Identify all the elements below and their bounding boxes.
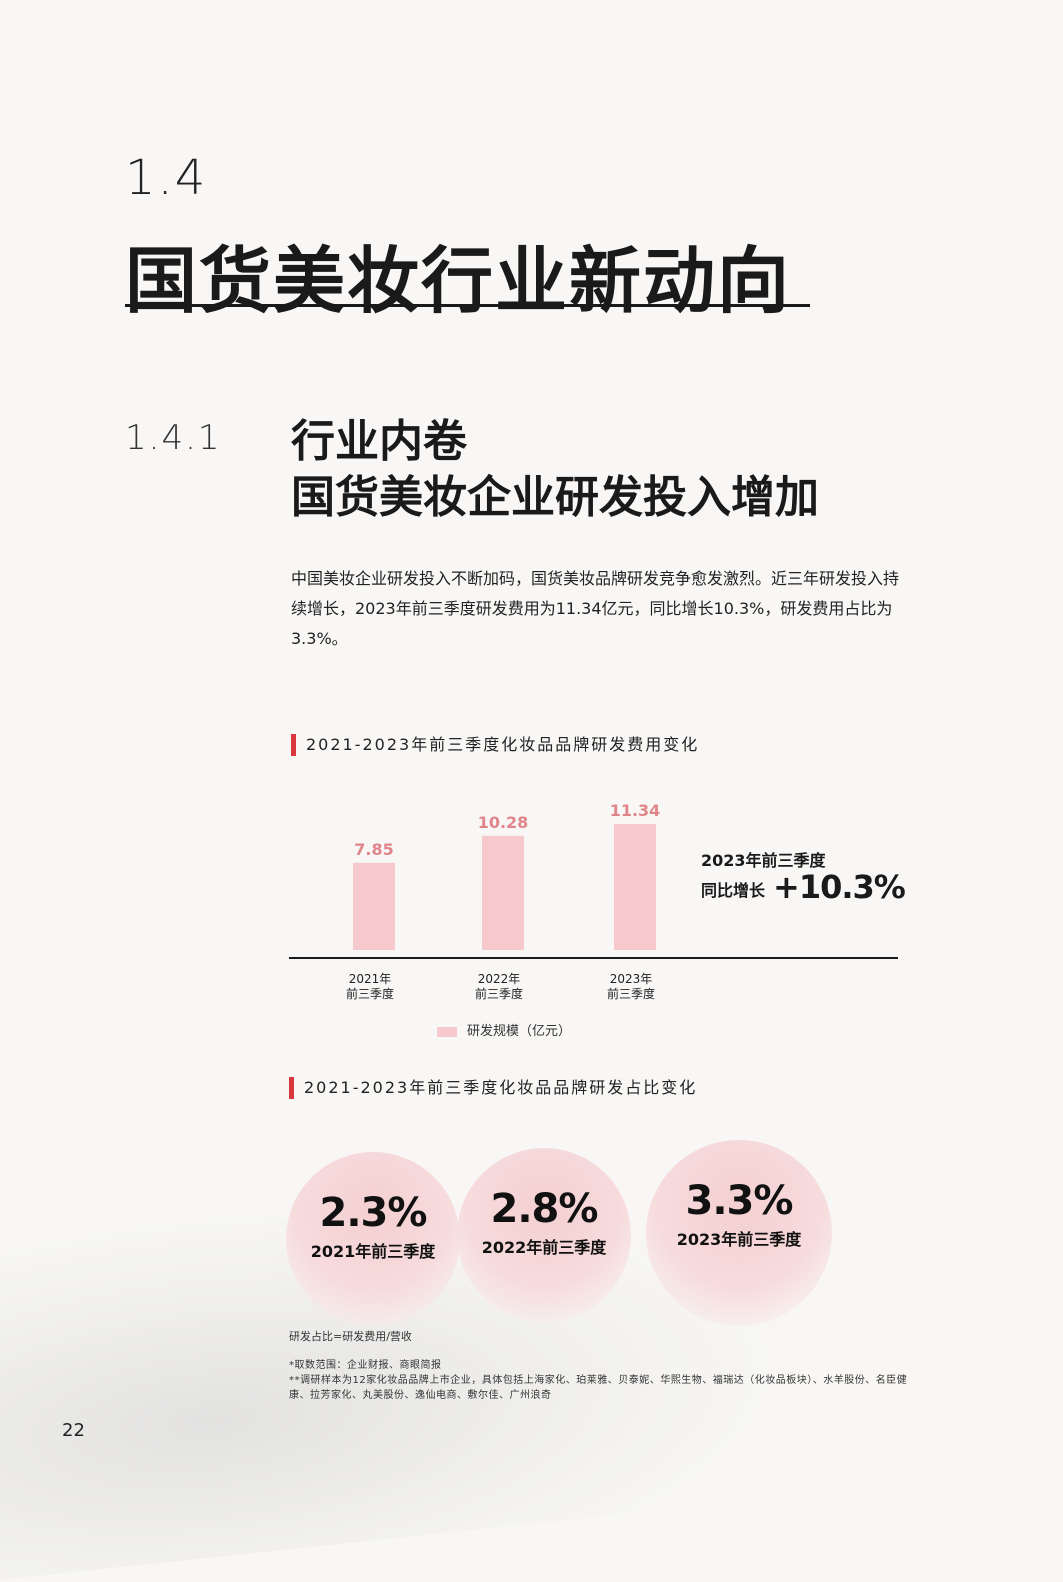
intro-paragraph: 中国美妆企业研发投入不断加码，国货美妆品牌研发竞争愈发激烈。近三年研发投入持续增… — [291, 569, 900, 648]
growth-label-line1: 2023年前三季度 — [701, 851, 826, 870]
bar-value-label: 11.34 — [610, 801, 661, 820]
growth-label: 2023年前三季度 同比增长 — [701, 846, 826, 906]
section-number: 1.4 — [125, 150, 208, 206]
ratio-circle-2021: 2.3% 2021年前三季度 — [286, 1152, 460, 1326]
chart1-heading: 2021-2023年前三季度化妆品品牌研发费用变化 — [291, 734, 699, 756]
bar-1 — [482, 835, 524, 950]
chart2-heading: 2021-2023年前三季度化妆品品牌研发占比变化 — [289, 1077, 697, 1099]
ratio-label: 2021年前三季度 — [310, 1242, 436, 1261]
growth-value: +10.3% — [773, 868, 906, 906]
ratio-value: 2.3% — [319, 1190, 428, 1236]
rd-expense-bar-chart: 7.852021年前三季度10.282022年前三季度11.342023年前三季… — [289, 801, 898, 1001]
ratio-value: 3.3% — [685, 1178, 794, 1224]
bar-0 — [353, 862, 395, 950]
ratio-circle-2023: 3.3% 2023年前三季度 — [646, 1140, 832, 1326]
x-tick-label: 2023年 — [610, 972, 653, 986]
chart1-legend: 研发规模（亿元） — [437, 1020, 571, 1039]
ratio-formula: 研发占比=研发费用/营收 — [289, 1330, 412, 1343]
x-tick-label: 2022年 — [478, 972, 521, 986]
x-tick-label: 前三季度 — [475, 986, 523, 1001]
footnote-sample: **调研样本为12家化妆品品牌上市企业，具体包括上海家化、珀莱雅、贝泰妮、华熙生… — [289, 1375, 908, 1401]
bar-value-label: 10.28 — [478, 813, 529, 832]
ratio-label: 2023年前三季度 — [676, 1230, 802, 1249]
ratio-value: 2.8% — [490, 1186, 599, 1232]
legend-label: 研发规模（亿元） — [467, 1024, 572, 1039]
footnote-source: *取数范围：企业财报、商眼简报 — [289, 1360, 442, 1371]
subsection-title-line2: 国货美妆企业研发投入增加 — [291, 472, 819, 523]
section-title-underline — [125, 304, 810, 307]
ratio-circle-2022: 2.8% 2022年前三季度 — [457, 1148, 631, 1322]
bar-value-label: 7.85 — [354, 840, 393, 859]
page-number: 22 — [62, 1420, 85, 1441]
footnotes: *取数范围：企业财报、商眼简报 **调研样本为12家化妆品品牌上市企业，具体包括… — [289, 1358, 909, 1403]
bar-2 — [614, 824, 656, 950]
subsection-title: 行业内卷 国货美妆企业研发投入增加 — [291, 414, 819, 526]
subsection-title-line1: 行业内卷 — [291, 416, 467, 467]
legend-swatch — [437, 1026, 457, 1037]
subsection-number: 1.4.1 — [125, 418, 222, 458]
x-tick-label: 前三季度 — [607, 986, 655, 1001]
section-title: 国货美妆行业新动向 — [125, 239, 792, 323]
growth-label-line2: 同比增长 — [701, 881, 766, 900]
x-tick-label: 前三季度 — [346, 986, 394, 1001]
x-tick-label: 2021年 — [349, 972, 392, 986]
ratio-label: 2022年前三季度 — [481, 1238, 607, 1257]
